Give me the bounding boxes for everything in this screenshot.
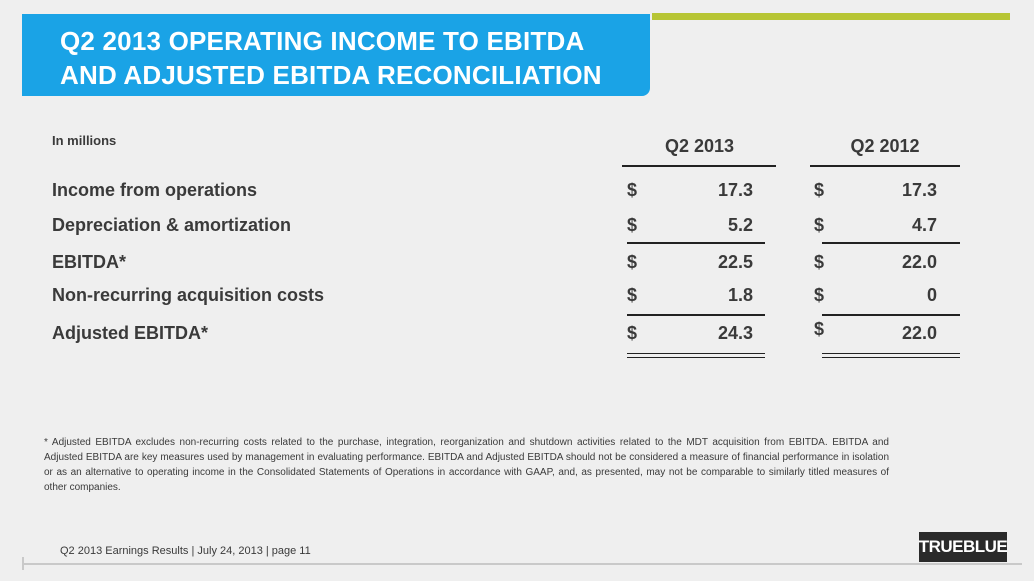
row-label-depreciation-amortization: Depreciation & amortization	[52, 215, 292, 235]
row-label-non-recurring-acquisition-costs: Non-recurring acquisition costs	[52, 285, 325, 305]
units-label: In millions	[52, 133, 117, 148]
subtotal-rule-q2-2013	[627, 242, 765, 244]
row-label-ebitda: EBITDA*	[52, 252, 127, 272]
currency-symbol: $	[814, 285, 825, 305]
total-rule-q2-2013	[627, 314, 765, 316]
row-label-income-from-operations: Income from operations	[52, 180, 258, 200]
value-q2-2012: 0	[926, 285, 937, 305]
footnote: * Adjusted EBITDA excludes non-recurring…	[44, 437, 889, 493]
value-q2-2012: 17.3	[901, 180, 937, 200]
currency-symbol: $	[627, 215, 638, 235]
currency-symbol: $	[627, 323, 638, 343]
currency-symbol: $	[814, 252, 825, 272]
header-rule-q2-2012	[810, 165, 960, 167]
currency-symbol: $	[627, 252, 638, 272]
currency-symbol: $	[814, 215, 825, 235]
double-rule-bottom-q2-2012	[822, 357, 960, 358]
double-rule-top-q2-2013	[627, 353, 765, 354]
double-rule-top-q2-2012	[822, 353, 960, 354]
footer-tick	[22, 557, 24, 570]
footer-text: Q2 2013 Earnings Results | July 24, 2013…	[60, 545, 311, 557]
double-rule-bottom-q2-2013	[627, 357, 765, 358]
value-q2-2013: 5.2	[727, 215, 753, 235]
value-q2-2013: 17.3	[717, 180, 753, 200]
header-rule-q2-2013	[622, 165, 776, 167]
value-q2-2013: 22.5	[717, 252, 753, 272]
value-q2-2013: 24.3	[717, 323, 753, 343]
row-label-adjusted-ebitda: Adjusted EBITDA*	[52, 323, 209, 343]
currency-symbol: $	[627, 180, 638, 200]
footer-rule	[22, 563, 1022, 565]
title-banner: Q2 2013 OPERATING INCOME TO EBITDA AND A…	[22, 14, 650, 96]
subtotal-rule-q2-2012	[822, 242, 960, 244]
currency-symbol: $	[627, 285, 638, 305]
currency-symbol: $	[814, 319, 825, 339]
column-header-q2-2013: Q2 2013	[664, 136, 735, 156]
accent-bar	[652, 13, 1010, 20]
value-q2-2012: 22.0	[901, 323, 937, 343]
company-logo: TRUEBLUE	[919, 532, 1008, 562]
total-rule-q2-2012	[822, 314, 960, 316]
column-header-q2-2012: Q2 2012	[850, 136, 920, 156]
currency-symbol: $	[814, 180, 825, 200]
title-line-1: Q2 2013 OPERATING INCOME TO EBITDA	[60, 26, 585, 56]
title-line-2: AND ADJUSTED EBITDA RECONCILIATION	[60, 60, 602, 90]
value-q2-2012: 4.7	[911, 215, 937, 235]
value-q2-2012: 22.0	[901, 252, 937, 272]
value-q2-2013: 1.8	[727, 285, 753, 305]
